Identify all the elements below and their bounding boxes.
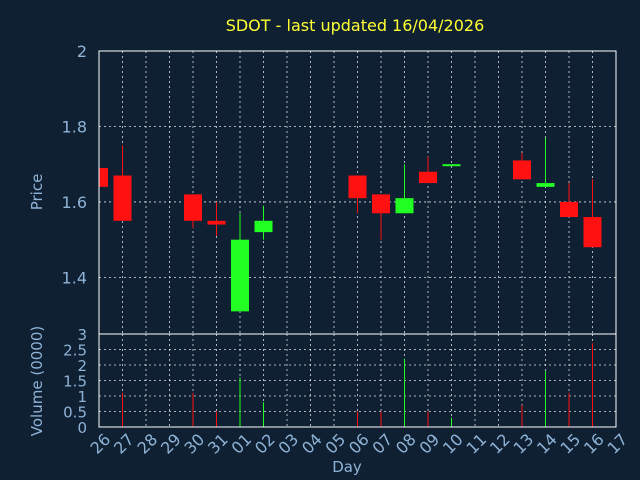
candles [99, 137, 602, 312]
price-tick-label: 2 [77, 42, 87, 61]
price-axis-label: Price [28, 174, 46, 211]
price-tick-label: 1.4 [62, 268, 87, 287]
candle-body [583, 217, 602, 248]
volume-tick-label: 2.5 [63, 342, 87, 360]
candle-body [231, 239, 249, 312]
chart-title: SDOT - last updated 16/04/2026 [226, 16, 485, 35]
candle-body [254, 220, 273, 233]
volume-tick-label: 2 [77, 357, 87, 375]
candle-body [395, 198, 414, 214]
candle-body [113, 175, 132, 221]
volume-tick-label: 0.5 [63, 404, 87, 422]
price-tick-label: 1.6 [62, 193, 87, 212]
candle-body [99, 167, 108, 187]
volume-frame [98, 333, 617, 428]
volume-tick-label: 3 [77, 326, 87, 344]
x-axis-label: Day [332, 458, 362, 476]
x-tick-labels: 2627282930310102030405060708091011121314… [86, 430, 631, 458]
x-tick-label: 17 [603, 430, 631, 458]
candle-body [560, 201, 578, 218]
volume-tick-label: 0 [77, 419, 87, 437]
candle-body [536, 183, 555, 187]
volume-axis-label: Volume (0000) [28, 326, 46, 436]
price-tick-label: 1.8 [62, 117, 87, 136]
candle-body [513, 160, 531, 180]
volume-tick-label: 1.5 [63, 373, 87, 391]
candle-body [372, 194, 390, 214]
volume-panel: 00.511.522.53 [63, 326, 617, 437]
candle-body [442, 164, 461, 167]
price-panel: 1.4 1.6 1.8 2 [62, 42, 617, 335]
candle-body [207, 220, 226, 225]
candle-body [419, 171, 437, 184]
candle-body [184, 194, 202, 221]
volume-tick-label: 1 [77, 388, 87, 406]
candle-body [348, 175, 367, 199]
